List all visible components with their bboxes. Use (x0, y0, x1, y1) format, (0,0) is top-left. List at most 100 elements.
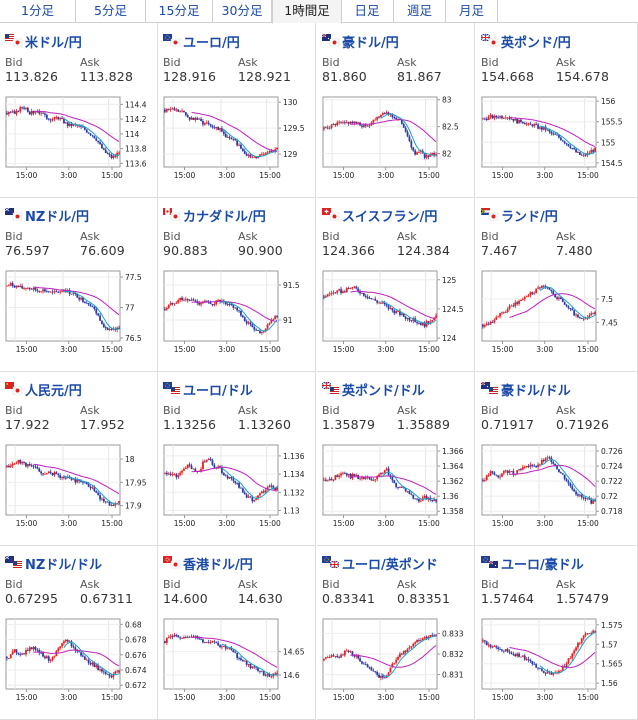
tab-4[interactable]: 30分足 (213, 0, 272, 22)
ask-value: 90.900 (238, 243, 283, 258)
pair-card[interactable]: 人民元/円 Bid Ask 17.922 17.952 18 17.95 17.9 15:00 3… (0, 371, 158, 546)
pair-title[interactable]: ユーロ/円 (163, 31, 240, 51)
candle-body (380, 114, 382, 118)
candle-body (370, 667, 373, 671)
pair-card[interactable]: NZドル/ドル Bid Ask 0.67295 0.67311 0.68 0.678 0.67… (0, 545, 158, 720)
pair-title[interactable]: 米ドル/円 (5, 31, 82, 51)
tab-5[interactable]: 1時間足 (272, 0, 342, 24)
candle-body (347, 473, 350, 476)
candle-body (416, 152, 418, 155)
pair-name[interactable]: 米ドル/円 (25, 36, 82, 51)
pair-card[interactable]: ユーロ/ドル Bid Ask 1.13256 1.13260 1.136 1.134 1.13… (158, 371, 316, 546)
moving-average-long (509, 293, 596, 318)
pair-card[interactable]: ユーロ/円 Bid Ask 128.916 128.921 130 129.5 129 15:0… (158, 23, 316, 198)
candle-body (544, 458, 547, 462)
tab-1[interactable]: 1分足 (0, 0, 76, 22)
pair-name[interactable]: 英ポンド/円 (501, 36, 571, 51)
pair-title[interactable]: 英ポンド/円 (480, 31, 571, 51)
candle-body (527, 658, 530, 661)
pair-card[interactable]: ユーロ/英ポンド Bid Ask 0.83341 0.83351 0.833 0.832 0.… (317, 545, 475, 720)
pair-card[interactable]: 米ドル/円 Bid Ask 113.826 113.828 114.4 114.2 114 11… (0, 23, 158, 198)
candle-body (224, 133, 227, 138)
pair-card[interactable]: 香港ドル/円 Bid Ask 14.600 14.630 14.65 14.6 15:00 3:… (158, 545, 316, 720)
pair-title[interactable]: 人民元/円 (5, 379, 82, 399)
candle-body (87, 484, 90, 487)
tab-8[interactable]: 月足 (446, 0, 498, 22)
pair-name[interactable]: カナダドル/円 (183, 210, 266, 225)
pair-title[interactable]: NZドル/ドル (4, 553, 103, 573)
pair-card[interactable]: ランド/円 Bid Ask 7.467 7.480 7.5 7.45 15:00 3:00 15:… (476, 197, 638, 372)
pair-name[interactable]: ランド/円 (501, 210, 558, 225)
x-tick-label: 3:00 (377, 519, 394, 528)
pair-name[interactable]: NZドル/ドル (25, 558, 103, 573)
pair-card[interactable]: 豪ドル/ドル Bid Ask 0.71917 0.71926 0.726 0.724 0.72… (476, 371, 638, 546)
pair-title[interactable]: 香港ドル/円 (163, 553, 253, 573)
pair-title[interactable]: 英ポンド/ドル (321, 379, 425, 399)
pair-name[interactable]: 人民元/円 (25, 384, 82, 399)
candle-body (338, 289, 341, 291)
pair-name[interactable]: ユーロ/英ポンド (342, 558, 438, 573)
pair-title[interactable]: 豪ドル/円 (321, 31, 399, 51)
candle-body (230, 648, 233, 651)
candle-body (23, 288, 25, 289)
tab-3[interactable]: 15分足 (146, 0, 213, 22)
candle-body (95, 491, 98, 493)
pair-title[interactable]: カナダドル/円 (163, 205, 266, 225)
tab-6[interactable]: 日足 (341, 0, 394, 22)
candle-body (324, 657, 327, 659)
candle-body (510, 305, 513, 307)
pair-card[interactable]: ユーロ/豪ドル Bid Ask 1.57464 1.57479 1.575 1.57 1.56… (476, 545, 638, 720)
pair-name[interactable]: 豪ドル/円 (342, 36, 399, 51)
pair-card[interactable]: 英ポンド/円 Bid Ask 154.668 154.678 156 155.5 155 154… (476, 23, 638, 198)
x-tick-label: 15:00 (101, 171, 123, 180)
candle-body (177, 635, 180, 638)
pair-card[interactable]: NZドル/円 Bid Ask 76.597 76.609 77.5 77 76.5 15:00 3… (0, 197, 158, 372)
candle-body (563, 141, 566, 144)
pair-name[interactable]: NZドル/円 (25, 210, 90, 225)
pair-card[interactable]: 英ポンド/ドル Bid Ask 1.35879 1.35889 1.366 1.364 1.3… (317, 371, 475, 546)
pair-title[interactable]: ランド/円 (481, 205, 558, 225)
pair-card[interactable]: 豪ドル/円 Bid Ask 81.860 81.867 83 82.5 82 15:00 3:00… (317, 23, 475, 198)
candle-body (247, 496, 250, 498)
candle-body (561, 299, 564, 302)
pair-name[interactable]: 英ポンド/ドル (342, 384, 425, 399)
candle-body (209, 458, 212, 461)
pair-title[interactable]: スイスフラン/円 (322, 205, 437, 225)
pair-name[interactable]: ユーロ/ドル (183, 384, 253, 399)
candle-body (108, 674, 111, 677)
pair-title[interactable]: ユーロ/ドル (163, 379, 253, 399)
tab-2[interactable]: 5分足 (76, 0, 146, 22)
candle-body (30, 465, 33, 467)
tab-7[interactable]: 週足 (394, 0, 446, 22)
pair-card[interactable]: カナダドル/円 Bid Ask 90.883 90.900 91.5 91 15:00 3:00… (158, 197, 316, 372)
y-tick-label: 0.722 (601, 477, 623, 486)
pair-name[interactable]: スイスフラン/円 (342, 210, 438, 225)
candle-body (257, 156, 259, 158)
candle-body (21, 462, 24, 464)
candle-body (433, 317, 436, 321)
candle-body (580, 638, 583, 643)
pair-title[interactable]: NZドル/円 (4, 205, 90, 225)
pair-title[interactable]: ユーロ/豪ドル (481, 553, 584, 573)
x-tick-label: 3:00 (536, 519, 553, 528)
candle-body (181, 638, 183, 639)
y-tick-label: 155.5 (601, 118, 623, 127)
candle-body (435, 315, 437, 318)
candle-body (80, 297, 82, 300)
pair-title[interactable]: 豪ドル/ドル (480, 379, 571, 399)
x-tick-label: 15:00 (492, 519, 514, 528)
pair-title[interactable]: ユーロ/英ポンド (322, 553, 438, 573)
pair-name[interactable]: 香港ドル/円 (183, 558, 253, 573)
bid-label: Bid (163, 230, 181, 243)
pair-card[interactable]: スイスフラン/円 Bid Ask 124.366 124.384 125 124.5 124 1… (317, 197, 475, 372)
pair-name[interactable]: ユーロ/円 (183, 36, 240, 51)
candle-body (578, 317, 581, 319)
x-tick-label: 15:00 (418, 693, 440, 702)
y-tick-label: 1.358 (442, 507, 464, 516)
za-jp-flag-icon (481, 206, 499, 225)
pair-name[interactable]: ユーロ/豪ドル (501, 558, 584, 573)
candle-body (423, 637, 426, 639)
bid-label: Bid (163, 578, 181, 591)
pair-name[interactable]: 豪ドル/ドル (501, 384, 571, 399)
candle-body (376, 300, 379, 303)
